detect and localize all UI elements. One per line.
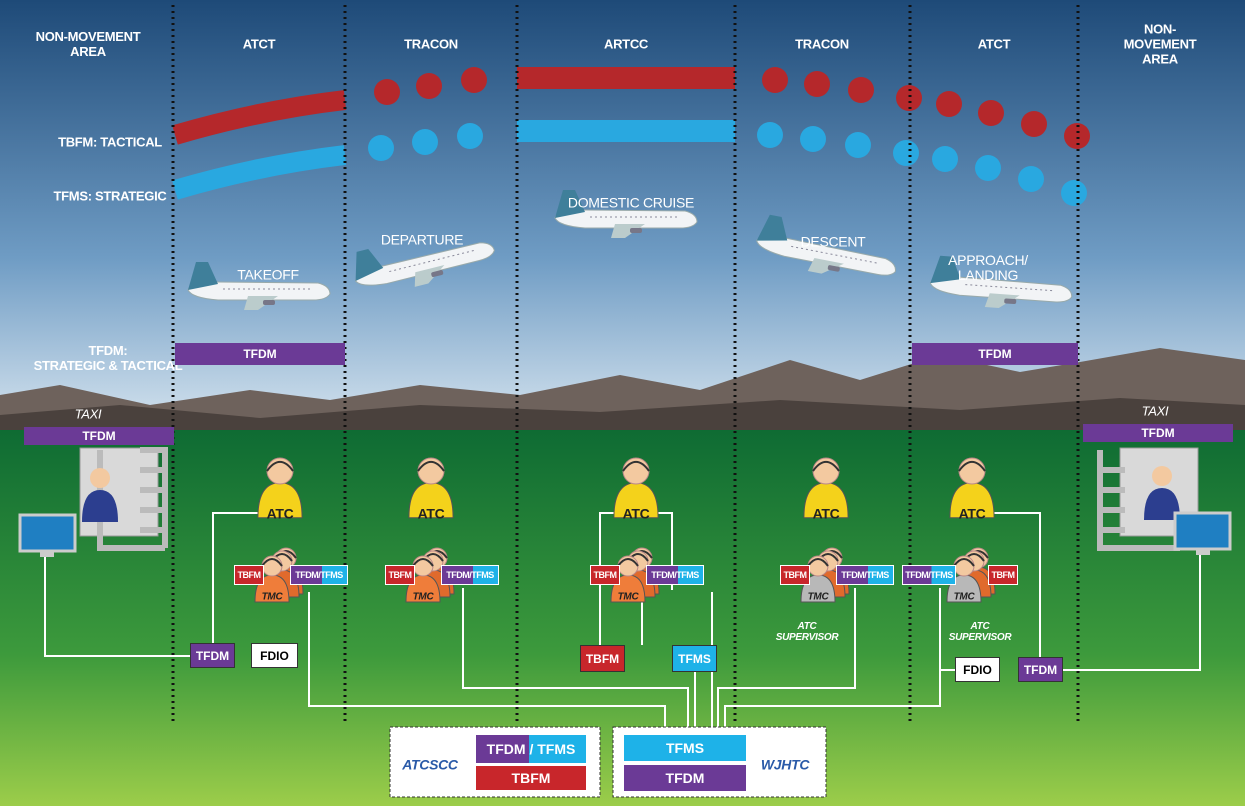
phase-label: APPROACH/ LANDING [948, 253, 1028, 283]
atc-label: ATC [959, 507, 986, 522]
diagram: NON-MOVEMENT AREA ATCT TRACON ARTCC TRACON AT… [0, 0, 1245, 806]
tmc-label: TMC [262, 590, 283, 605]
column-header: NON-MOVEMENT AREA [1118, 22, 1203, 67]
system-tag: TFDM/TFMS [902, 565, 956, 585]
system-tag: TBFM [988, 565, 1018, 585]
system-tag: TFDM/TFMS [646, 565, 704, 585]
atc-label: ATC [813, 507, 840, 522]
ground-system: TFDM [190, 643, 235, 668]
system-tag: TFDM/TFMS [290, 565, 348, 585]
center-system: TFMS [624, 735, 746, 761]
phase-label: DEPARTURE [381, 233, 463, 248]
system-tag: TBFM [385, 565, 415, 585]
center-name: WJHTC [761, 758, 809, 773]
center-system: TFDM [624, 765, 746, 791]
atc-label: ATC [418, 507, 445, 522]
column-header: ATCT [243, 37, 276, 52]
column-header: NON-MOVEMENT AREA [36, 29, 141, 59]
phase-label: DOMESTIC CRUISE [568, 196, 694, 211]
phase-label: TAKEOFF [237, 268, 298, 283]
center-system: TFDM / TFMS [476, 735, 586, 763]
atc-label: ATC [267, 507, 294, 522]
tfdm-bar: TFDM [912, 343, 1078, 365]
column-header: TRACON [404, 37, 458, 52]
system-tag: TFDM/TFMS [836, 565, 894, 585]
tbfm-band [517, 67, 735, 89]
phase-label: DESCENT [801, 235, 866, 250]
system-tag: TBFM [590, 565, 620, 585]
tmc-label: TMC [808, 590, 829, 605]
ground-system: TFDM [1018, 657, 1063, 682]
scene [0, 0, 1245, 806]
supervisor-label: ATC SUPERVISOR [949, 621, 1012, 643]
tmc-label: TMC [618, 590, 639, 605]
taxi-label: TAXI [1142, 404, 1169, 419]
supervisor-label: ATC SUPERVISOR [776, 621, 839, 643]
tfms-band [517, 120, 735, 142]
ground-system: FDIO [251, 643, 298, 668]
column-header: ARTCC [604, 37, 648, 52]
atc-label: ATC [623, 507, 650, 522]
taxi-label: TAXI [75, 407, 102, 422]
column-header: TRACON [795, 37, 849, 52]
ground-system: FDIO [955, 657, 1000, 682]
ground-system: TFMS [672, 645, 717, 672]
system-tag: TBFM [780, 565, 810, 585]
lane-label: TBFM: TACTICAL [58, 135, 162, 150]
ground-system: TBFM [580, 645, 625, 672]
system-tag: TBFM [234, 565, 264, 585]
lane-label: TFMS: STRATEGIC [54, 189, 167, 204]
tfdm-bar: TFDM [24, 427, 174, 445]
center-name: ATCSCC [402, 758, 458, 773]
lane-label: TFDM: STRATEGIC & TACTICAL [34, 343, 183, 373]
tfdm-bar: TFDM [1083, 424, 1233, 442]
center-system: TBFM [476, 766, 586, 790]
tfdm-bar: TFDM [175, 343, 345, 365]
column-header: ATCT [978, 37, 1011, 52]
tmc-label: TMC [954, 590, 975, 605]
tmc-label: TMC [413, 590, 434, 605]
system-tag: TFDM/TFMS [441, 565, 499, 585]
